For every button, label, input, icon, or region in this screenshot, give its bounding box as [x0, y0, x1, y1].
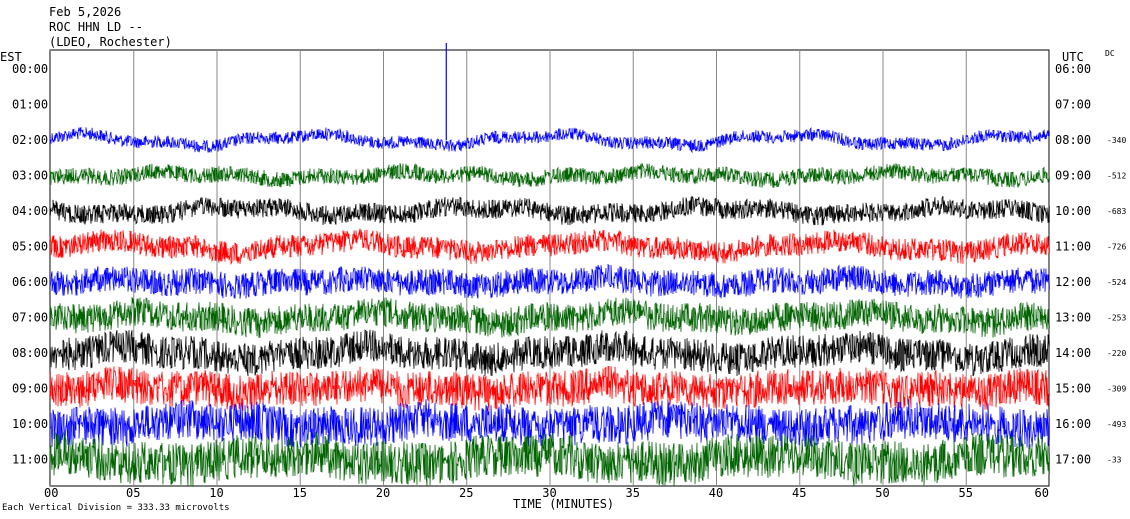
x-axis-label: TIME (MINUTES) — [513, 497, 614, 511]
trace-1500 — [49, 365, 1050, 411]
utc-label: 08:00 — [1055, 133, 1091, 147]
utc-label: 13:00 — [1055, 311, 1091, 325]
right-axis-title: UTC — [1062, 50, 1084, 64]
dc-value: -726 — [1107, 243, 1126, 252]
dc-value: -683 — [1107, 207, 1126, 216]
dc-value: -524 — [1107, 278, 1126, 287]
utc-label: 06:00 — [1055, 62, 1091, 76]
traces — [49, 43, 1050, 487]
trace-0900 — [49, 162, 1050, 188]
utc-label: 11:00 — [1055, 240, 1091, 254]
header-date: Feb 5,2026 — [49, 5, 121, 19]
x-tick-label: 20 — [376, 486, 390, 500]
trace-1100 — [49, 228, 1050, 266]
x-tick-label: 00 — [44, 486, 58, 500]
grid — [49, 49, 1050, 487]
est-label: 10:00 — [12, 417, 48, 431]
x-tick-label: 60 — [1035, 486, 1049, 500]
est-label: 03:00 — [12, 169, 48, 183]
dc-value: -220 — [1107, 349, 1126, 358]
x-tick-label: 05 — [126, 486, 140, 500]
est-label: 00:00 — [12, 62, 48, 76]
est-label: 01:00 — [12, 98, 48, 112]
left-axis-title: EST — [0, 50, 22, 64]
x-tick-label: 10 — [209, 486, 223, 500]
est-label: 05:00 — [12, 240, 48, 254]
x-tick-label: 50 — [875, 486, 889, 500]
est-label: 02:00 — [12, 133, 48, 147]
footer-scale: Each Vertical Division = 333.33 microvol… — [2, 503, 230, 513]
x-ticks: 00 05 10 15 20 25 30 35 40 45 50 55 60 — [44, 486, 1049, 500]
est-label: 08:00 — [12, 346, 48, 360]
x-tick-label: 35 — [626, 486, 640, 500]
dc-value: -309 — [1107, 385, 1126, 394]
dc-value: -493 — [1107, 420, 1126, 429]
trace-1200 — [49, 263, 1050, 299]
x-tick-label: 40 — [709, 486, 723, 500]
est-label: 07:00 — [12, 311, 48, 325]
est-label: 06:00 — [12, 275, 48, 289]
x-tick-label: 15 — [293, 486, 307, 500]
dc-value: -33 — [1107, 456, 1122, 465]
dc-value: -340 — [1107, 136, 1126, 145]
utc-label: 12:00 — [1055, 275, 1091, 289]
x-tick-label: 25 — [459, 486, 473, 500]
utc-label: 15:00 — [1055, 382, 1091, 396]
est-label: 09:00 — [12, 382, 48, 396]
trace-1400 — [49, 329, 1050, 377]
header-network: (LDEO, Rochester) — [49, 35, 172, 49]
row-labels: 00:00 06:00 01:00 07:00 02:00 08:00 -340 03:00 0… — [12, 62, 1126, 467]
est-label: 04:00 — [12, 204, 48, 218]
utc-label: 07:00 — [1055, 98, 1091, 112]
utc-label: 17:00 — [1055, 453, 1091, 467]
header-station: ROC HHN LD -- — [49, 20, 143, 34]
x-tick-label: 30 — [542, 486, 556, 500]
trace-1300 — [49, 297, 1050, 338]
trace-1000 — [49, 195, 1050, 226]
trace-1600 — [49, 398, 1050, 450]
dc-value: -512 — [1107, 172, 1126, 181]
trace-0800 — [49, 126, 1050, 154]
x-tick-label: 45 — [792, 486, 806, 500]
trace-1700 — [49, 432, 1050, 487]
est-label: 11:00 — [12, 453, 48, 467]
utc-label: 14:00 — [1055, 346, 1091, 360]
utc-label: 16:00 — [1055, 417, 1091, 431]
dc-header: DC — [1105, 49, 1115, 58]
utc-label: 10:00 — [1055, 204, 1091, 218]
x-tick-label: 55 — [959, 486, 973, 500]
utc-label: 09:00 — [1055, 169, 1091, 183]
dc-value: -253 — [1107, 314, 1126, 323]
